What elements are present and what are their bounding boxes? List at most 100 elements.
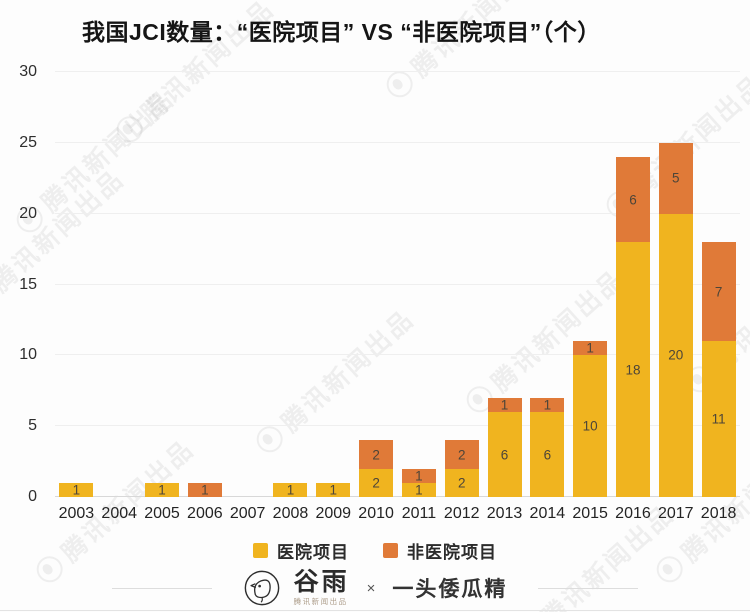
gridline-y-10 — [55, 354, 740, 356]
bar-segment: 1 — [187, 482, 222, 498]
bar-value-label: 1 — [158, 482, 166, 498]
x-tick-label: 2009 — [315, 505, 352, 522]
bar-value-label: 1 — [500, 397, 509, 413]
bar-value-label: 1 — [415, 482, 423, 498]
bar-value-label: 18 — [625, 361, 641, 377]
bar-column-2008: 1 — [269, 72, 312, 497]
bar-segment: 7 — [701, 242, 736, 342]
bar-value-label: 2 — [372, 446, 380, 462]
bar-segment: 1 — [401, 468, 436, 484]
bar-value-label: 11 — [711, 411, 726, 427]
divider-line-left — [111, 587, 212, 589]
bar-segment: 1 — [316, 482, 351, 498]
legend-label-non-hospital: 非医院项目 — [407, 543, 497, 562]
bar-segment: 1 — [401, 482, 436, 498]
legend-swatch-non-hospital — [383, 543, 398, 558]
bar-segment: 1 — [145, 482, 180, 498]
bar-column-2006: 1 — [183, 72, 226, 497]
x-tick-label: 2003 — [58, 505, 95, 522]
brand-column: 谷雨 腾讯新闻出品 — [294, 570, 350, 606]
gridline-y-20 — [55, 212, 740, 214]
bar-segment: 1 — [530, 397, 565, 413]
y-tick-label: 30 — [19, 63, 37, 80]
bar-segment: 6 — [487, 412, 522, 497]
x-tick-label: 2005 — [144, 505, 180, 522]
bar-segment: 6 — [530, 412, 565, 497]
y-tick-label: 0 — [28, 488, 37, 505]
bar-segment: 5 — [658, 142, 693, 214]
bar-segment: 1 — [573, 341, 608, 356]
bar-column-2017: 20 5 — [654, 72, 697, 497]
bar-segment: 10 — [573, 355, 608, 497]
brand-tagline: 腾讯新闻出品 — [293, 597, 348, 607]
x-tick-label: 2017 — [657, 505, 694, 522]
y-tick-label: 15 — [19, 275, 37, 293]
x-tick-label: 2004 — [101, 505, 138, 522]
brand-name: 谷雨 — [293, 569, 350, 597]
bar-value-label: 6 — [629, 191, 637, 207]
x-tick-label: 2006 — [187, 505, 223, 522]
y-tick-label: 5 — [28, 417, 37, 435]
bar-column-2016: 18 6 — [612, 72, 655, 497]
footer-brand-lockup: 谷雨 腾讯新闻出品 × 一头倭瓜精 — [0, 568, 750, 608]
bar-column-2004 — [98, 72, 141, 497]
bar-value-label: 2 — [372, 475, 380, 491]
guyu-bird-logo-icon — [244, 570, 279, 606]
legend-swatch-hospital — [253, 543, 268, 558]
bar-column-2009: 1 — [312, 72, 355, 497]
divider-line-right — [538, 587, 639, 589]
bar-value-label: 5 — [672, 170, 680, 186]
y-tick-label: 20 — [19, 204, 37, 222]
x-tick-label: 2011 — [401, 505, 437, 522]
bar-value-label: 2 — [457, 475, 466, 491]
bar-value-label: 20 — [668, 347, 684, 363]
bar-value-label: 6 — [500, 446, 509, 462]
x-tick-label: 2012 — [443, 505, 480, 522]
bar-segment: 20 — [658, 213, 693, 497]
gridline-y-15 — [55, 283, 740, 285]
legend-item-hospital: 医院项目 — [253, 538, 349, 563]
legend: 医院项目 非医院项目 — [0, 538, 750, 563]
gridline-y-30 — [55, 71, 740, 72]
bar-segment: 1 — [273, 482, 308, 497]
bar-value-label: 1 — [201, 482, 209, 498]
bar-segment: 2 — [359, 440, 394, 469]
x-tick-label: 2014 — [529, 505, 566, 522]
bar-segment: 2 — [359, 468, 394, 497]
x-tick-label: 2007 — [229, 505, 266, 522]
collab-x-separator: × — [366, 579, 376, 597]
bar-value-label: 1 — [329, 482, 338, 498]
bar-segment: 2 — [444, 468, 479, 497]
bar-column-2007 — [226, 72, 269, 497]
x-tick-label: 2016 — [615, 505, 651, 522]
bar-column-2003: 1 — [55, 72, 98, 497]
bar-segment: 6 — [615, 157, 650, 242]
y-tick-label: 10 — [19, 346, 37, 364]
y-axis: 0 5 10 15 20 25 30 — [0, 64, 45, 505]
bar-column-2005: 1 — [141, 72, 184, 497]
bar-segment: 1 — [487, 397, 522, 413]
x-tick-label: 2018 — [700, 505, 737, 522]
x-tick-label: 2008 — [272, 505, 309, 522]
bar-segment: 18 — [615, 242, 650, 497]
x-tick-label: 2013 — [486, 505, 523, 522]
bottom-border-line — [0, 610, 750, 611]
bar-value-label: 6 — [543, 446, 552, 462]
bar-value-label: 1 — [415, 468, 423, 484]
bar-value-label: 1 — [543, 397, 552, 413]
y-tick-label: 25 — [19, 133, 37, 151]
legend-label-hospital: 医院项目 — [277, 543, 349, 562]
partner-name: 一头倭瓜精 — [392, 578, 508, 601]
bar-value-label: 2 — [457, 446, 466, 462]
x-axis: 2003 2004 2005 2006 2007 2008 2009 2010 2011 2012… — [55, 505, 740, 523]
x-tick-label: 2010 — [358, 505, 394, 522]
gridline-y-25 — [55, 141, 740, 143]
bar-value-label: 1 — [72, 482, 81, 498]
bar-value-label: 10 — [582, 418, 598, 434]
bar-segment: 1 — [59, 482, 94, 498]
